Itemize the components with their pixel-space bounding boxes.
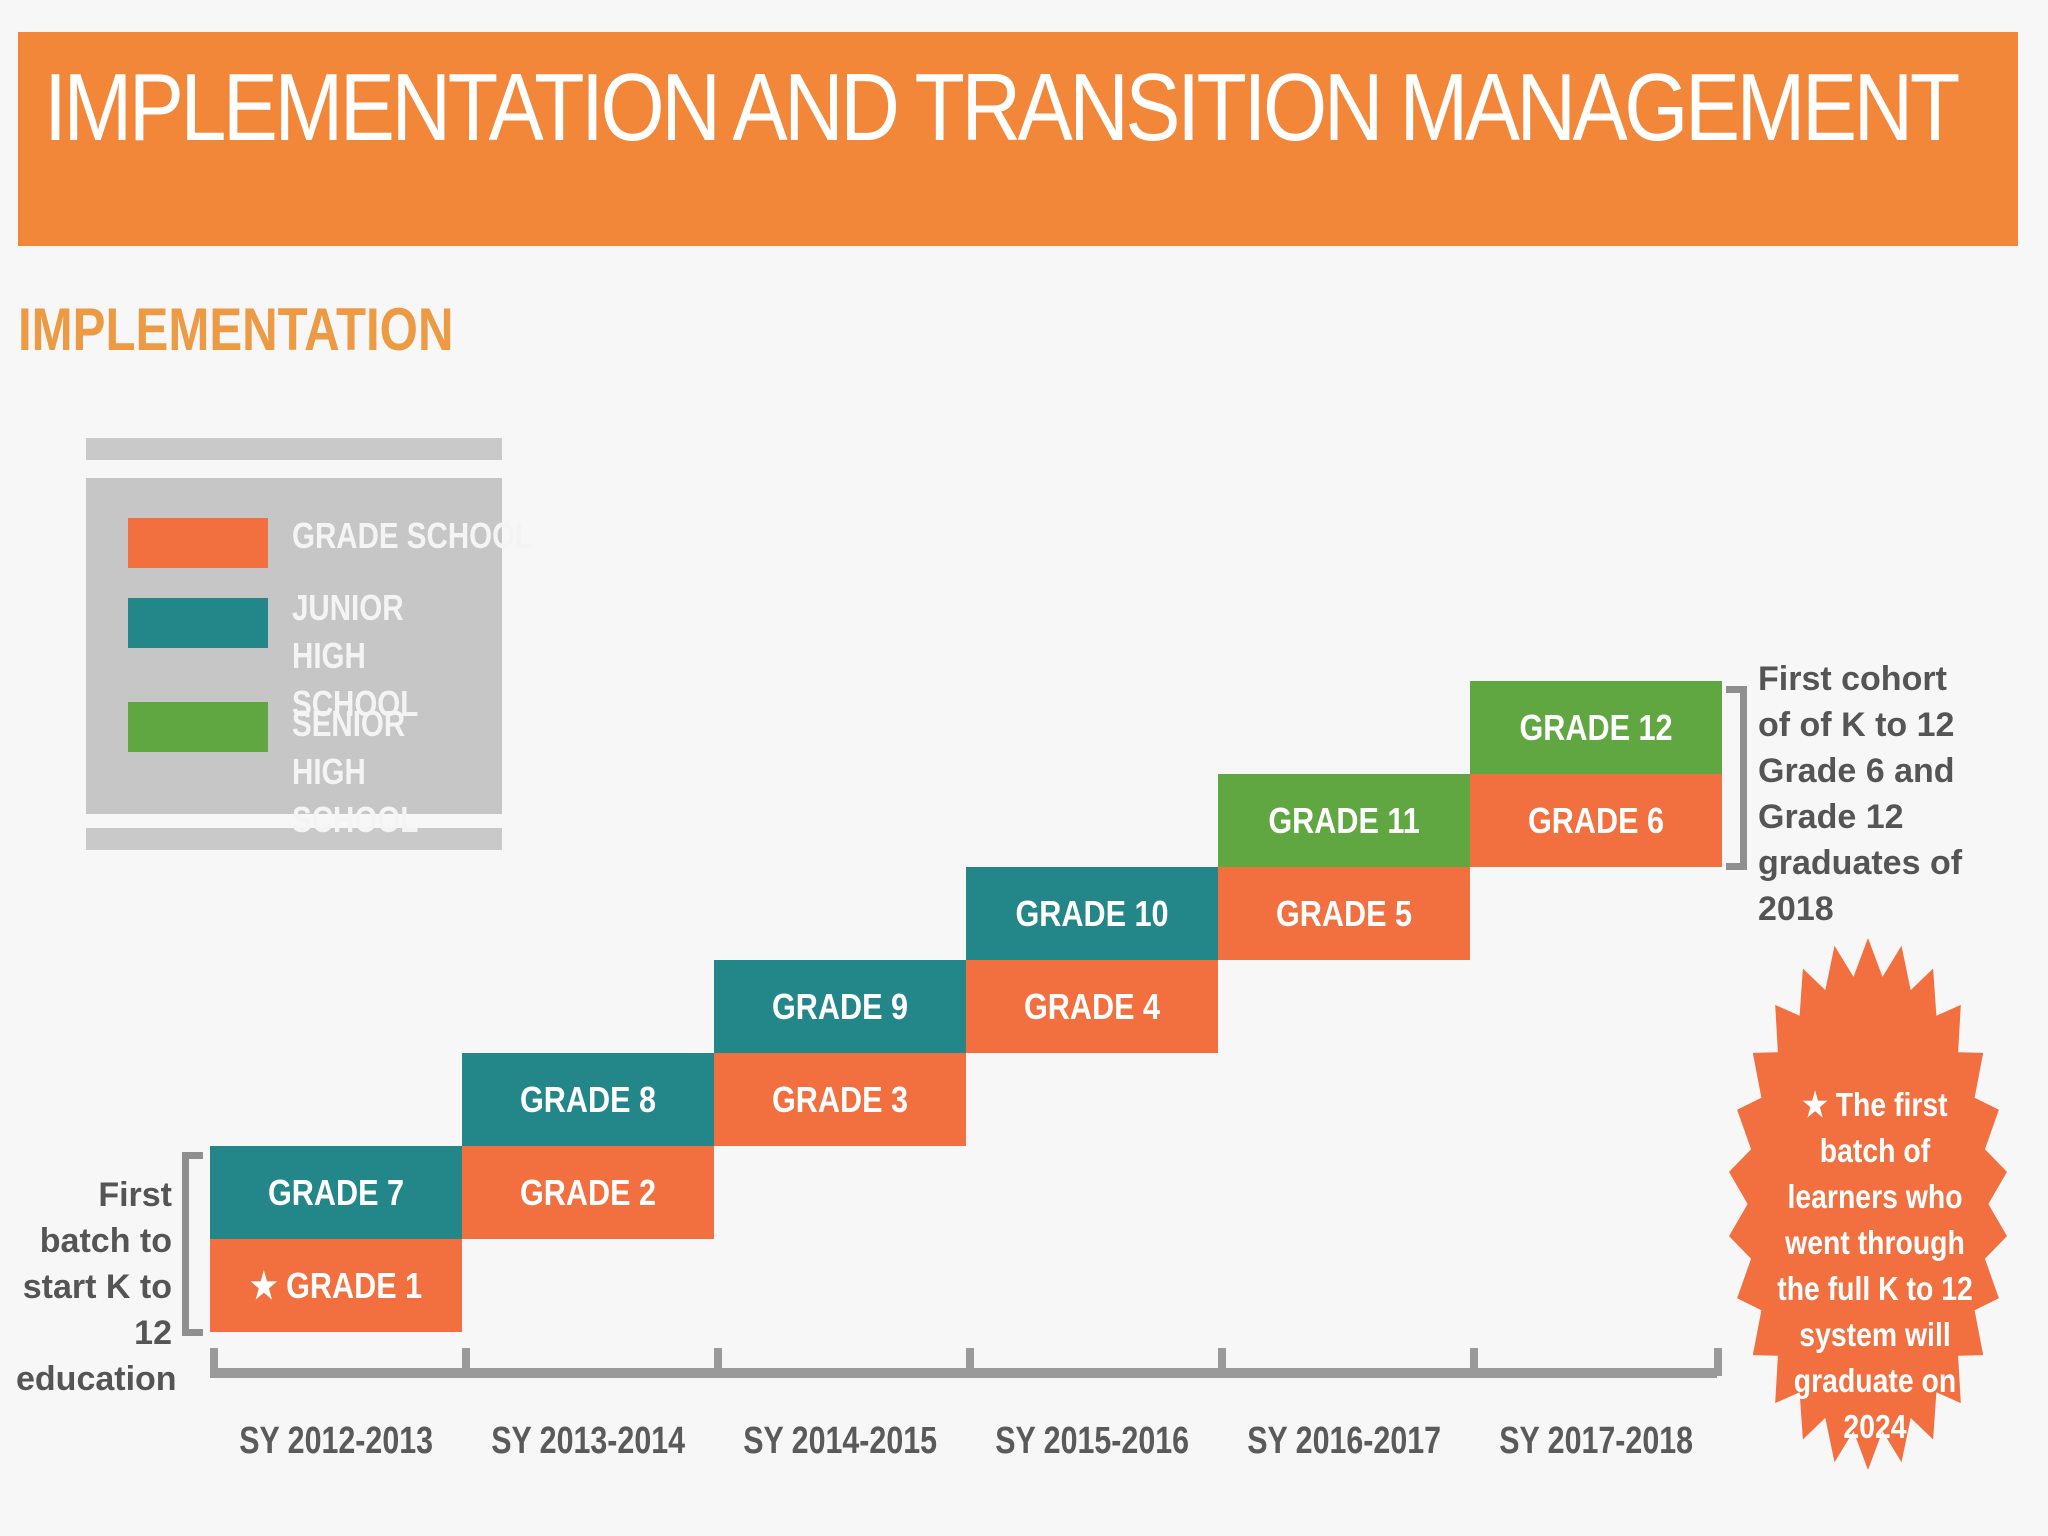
legend-top-bar (86, 438, 502, 460)
first-cohort-bracket (1726, 686, 1747, 870)
axis-tick (1470, 1348, 1478, 1376)
school-year-label: SY 2017-2018 (1499, 1420, 1693, 1462)
starburst-text: ★ The first batch of learners who went t… (1777, 1086, 1973, 1445)
school-year-label: SY 2016-2017 (1247, 1420, 1441, 1462)
axis-tick (210, 1348, 218, 1376)
grade-label: GRADE 5 (1275, 892, 1413, 934)
grade-label: GRADE 12 (1519, 706, 1673, 748)
grade-label: GRADE 1 (285, 1264, 422, 1306)
grade-cell: GRADE 3 (714, 1053, 966, 1146)
grade-cell: GRADE 12 (1470, 681, 1722, 774)
title-banner (18, 32, 2018, 246)
grade-cell: GRADE 2 (462, 1146, 714, 1239)
axis-tick (462, 1348, 470, 1376)
grade-label: GRADE 2 (519, 1171, 657, 1213)
grade-cell: GRADE 9 (714, 960, 966, 1053)
school-year-label: SY 2015-2016 (995, 1420, 1189, 1462)
axis-tick (1714, 1348, 1722, 1376)
grade-cell: GRADE 11 (1218, 774, 1470, 867)
grade-label: GRADE 6 (1527, 799, 1665, 841)
legend-swatch-senior-high (128, 702, 268, 752)
grade-label: GRADE 7 (267, 1171, 405, 1213)
grade-cell: ★ GRADE 1 (210, 1239, 462, 1332)
grade-label: GRADE 4 (1023, 985, 1161, 1027)
legend-label-grade-school: GRADE SCHOOL (292, 515, 534, 556)
grade-label: GRADE 3 (771, 1078, 909, 1120)
starburst-badge (1729, 938, 2007, 1470)
legend-label-senior-high: SENIOR HIGH SCHOOL (292, 703, 419, 840)
grade-label: GRADE 8 (519, 1078, 657, 1120)
legend-label-junior-high: JUNIOR HIGH SCHOOL (292, 587, 419, 724)
legend-bottom-bar (86, 828, 502, 850)
page-title: IMPLEMENTATION AND TRANSITION MANAGEMENT (44, 54, 1960, 161)
school-year-label: SY 2014-2015 (743, 1420, 937, 1462)
school-year-label: SY 2012-2013 (239, 1420, 433, 1462)
axis-tick (1218, 1348, 1226, 1376)
grade-cell: GRADE 5 (1218, 867, 1470, 960)
axis-tick (966, 1348, 974, 1376)
legend-swatch-junior-high (128, 598, 268, 648)
timeline-axis (210, 1368, 1717, 1378)
school-year-label: SY 2013-2014 (491, 1420, 685, 1462)
grade-label: GRADE 11 (1268, 799, 1420, 841)
grade-cell: GRADE 8 (462, 1053, 714, 1146)
section-title: IMPLEMENTATION (18, 296, 454, 363)
first-batch-bracket (182, 1152, 203, 1336)
grade-label: GRADE 10 (1015, 892, 1169, 934)
legend-swatch-grade-school (128, 518, 268, 568)
grade-label: GRADE 9 (771, 985, 909, 1027)
grade-cell: GRADE 4 (966, 960, 1218, 1053)
first-batch-note: First batch to start K to 12 education (16, 1176, 177, 1398)
star-icon: ★ (250, 1264, 278, 1306)
grade-cell: GRADE 10 (966, 867, 1218, 960)
axis-tick (714, 1348, 722, 1376)
first-cohort-note: First cohort of of K to 12 Grade 6 and G… (1758, 660, 1963, 928)
grade-cell: GRADE 7 (210, 1146, 462, 1239)
grade-cell: GRADE 6 (1470, 774, 1722, 867)
